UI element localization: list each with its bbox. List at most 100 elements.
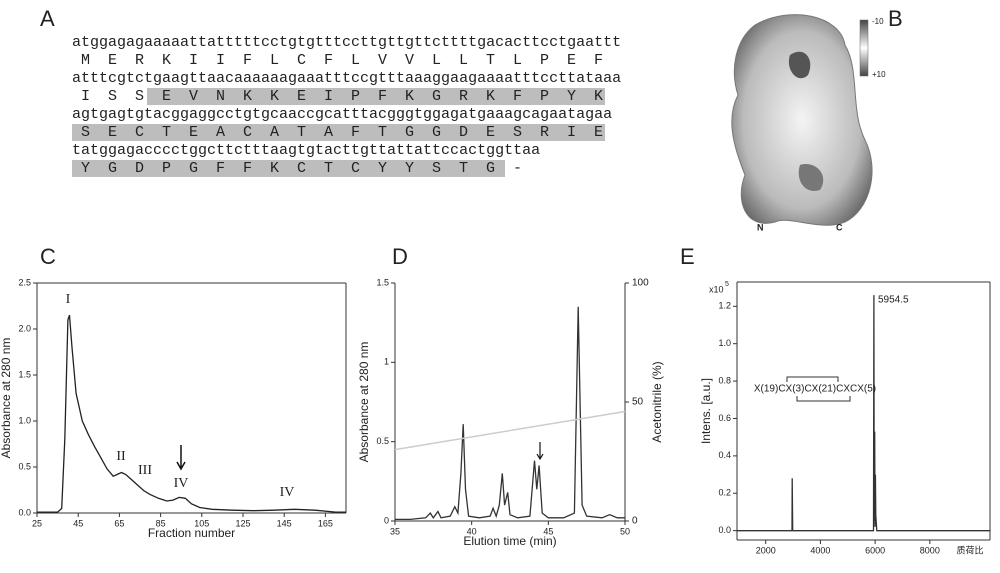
amino-acid: L xyxy=(513,52,522,69)
amino-acid: F xyxy=(378,88,387,105)
amino-acid: K xyxy=(594,88,603,105)
annotation: II xyxy=(116,449,126,464)
amino-acid: I xyxy=(567,124,576,141)
amino-acid: L xyxy=(351,52,360,69)
amino-acid: A xyxy=(216,124,225,141)
amino-acid: A xyxy=(270,124,279,141)
y2-axis-label: Acetonitrile (%) xyxy=(650,361,664,442)
x-tick-label: 125 xyxy=(235,518,250,528)
amino-acid: G xyxy=(108,160,117,177)
panel-label: B xyxy=(888,6,903,31)
amino-acid: K xyxy=(243,88,252,105)
scale-label: +10 xyxy=(872,70,886,79)
amino-acid: E xyxy=(108,52,117,69)
annotation: X(19)CX(3)CX(21)CXCX(5) xyxy=(754,384,876,395)
x-tick-label: 85 xyxy=(156,518,166,528)
amino-acid: S xyxy=(135,88,144,105)
amino-acid: A xyxy=(324,124,333,141)
amino-acid: P xyxy=(162,160,171,177)
amino-acid: K xyxy=(270,160,279,177)
amino-acid: R xyxy=(540,124,549,141)
amino-acid: S xyxy=(432,160,441,177)
amino-acid: L xyxy=(270,52,279,69)
exponent-label: x10 xyxy=(709,284,724,294)
x-tick-label: 45 xyxy=(543,526,553,536)
y-tick-label: 0.4 xyxy=(718,450,731,460)
x-tick-label: 145 xyxy=(277,518,292,528)
x-tick-label: 25 xyxy=(32,518,42,528)
exponent-label: 5 xyxy=(725,281,729,288)
trace xyxy=(394,410,626,451)
trace xyxy=(37,314,346,513)
amino-acid: G xyxy=(405,124,414,141)
scale-label: -10 xyxy=(872,17,884,26)
y-tick-label: 0.5 xyxy=(18,461,31,471)
amino-acid: P xyxy=(540,52,549,69)
amino-acid: - xyxy=(513,160,522,177)
amino-acid: C xyxy=(297,160,306,177)
highlight xyxy=(72,160,505,177)
y-tick-label: 1.5 xyxy=(18,369,31,379)
trace xyxy=(737,295,990,532)
panel-label: C xyxy=(40,244,56,269)
amino-acid: K xyxy=(162,52,171,69)
amino-acid: I xyxy=(81,88,90,105)
x-tick-label: 6000 xyxy=(865,545,885,555)
y2-tick-label: 100 xyxy=(632,278,649,289)
amino-acid: I xyxy=(324,88,333,105)
amino-acid: V xyxy=(189,88,198,105)
y-tick-label: 1 xyxy=(384,357,389,367)
y-tick-label: 1.2 xyxy=(718,301,731,311)
nucleotide-row: tatggagacccctggcttctttaagtgtacttgttattat… xyxy=(72,142,540,159)
annotation: 5954.5 xyxy=(878,295,909,306)
amino-acid: Y xyxy=(567,88,576,105)
y-tick-label: 2.5 xyxy=(18,277,31,287)
color-bar xyxy=(859,19,869,77)
amino-acid: G xyxy=(486,160,495,177)
nucleotide-row: agtgagtgtacggaggcctgtgcaaccgcatttacgggtg… xyxy=(72,106,612,123)
annotation: IV xyxy=(280,485,295,500)
y-tick-label: 0.2 xyxy=(718,488,731,498)
amino-acid: I xyxy=(189,52,198,69)
amino-acid: V xyxy=(405,52,414,69)
sequence: atggagagaaaaattatttttcctgtgtttccttgttgtt… xyxy=(72,34,621,177)
nucleotide-row: atggagagaaaaattatttttcctgtgtttccttgttgtt… xyxy=(72,34,621,51)
amino-acid: K xyxy=(270,88,279,105)
annotation: III xyxy=(138,463,152,478)
x-axis-label: Elution time (min) xyxy=(463,534,556,548)
amino-acid: C xyxy=(135,124,144,141)
amino-acid: F xyxy=(216,160,225,177)
x-tick-label: 50 xyxy=(620,526,630,536)
x-tick-label: 35 xyxy=(390,526,400,536)
amino-acid: R xyxy=(135,52,144,69)
amino-acid: E xyxy=(189,124,198,141)
amino-acid: F xyxy=(324,52,333,69)
y2-tick-label: 0 xyxy=(632,516,638,527)
amino-acid: L xyxy=(459,52,468,69)
amino-acid: D xyxy=(135,160,144,177)
amino-acid: S xyxy=(108,88,117,105)
x-tick-label: 4000 xyxy=(810,545,830,555)
y-tick-label: 0 xyxy=(384,515,389,525)
amino-acid: G xyxy=(189,160,198,177)
y-axis-label: Absorbance at 280 nm xyxy=(357,342,371,463)
panel-label: E xyxy=(680,244,695,269)
amino-acid: C xyxy=(351,160,360,177)
y-tick-label: 1.0 xyxy=(718,338,731,348)
x-tick-label: 65 xyxy=(114,518,124,528)
x-axis-label: Fraction number xyxy=(148,526,235,540)
amino-acid: E xyxy=(162,88,171,105)
amino-acid: S xyxy=(513,124,522,141)
y-tick-label: 2.0 xyxy=(18,323,31,333)
amino-acid: T xyxy=(324,160,333,177)
y-tick-label: 1.0 xyxy=(18,415,31,425)
y-tick-label: 0.0 xyxy=(718,525,731,535)
x-tick-label: 45 xyxy=(73,518,83,528)
nucleotide-row: atttcgtctgaagttaacaaaaaagaaatttccgtttaaa… xyxy=(72,70,621,87)
amino-acid: P xyxy=(351,88,360,105)
x-tick-label: 8000 xyxy=(920,545,940,555)
x-axis-label: 质荷比 xyxy=(956,544,983,555)
x-tick-label: 2000 xyxy=(756,545,776,555)
amino-acid: T xyxy=(486,52,495,69)
